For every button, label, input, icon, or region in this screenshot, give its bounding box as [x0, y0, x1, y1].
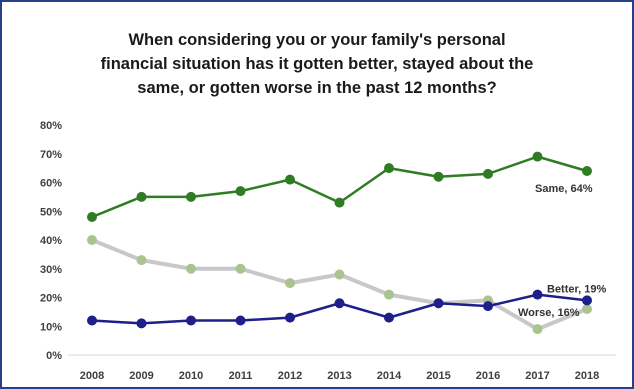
data-point-same [334, 197, 345, 208]
x-tick-label: 2013 [327, 370, 351, 382]
series-line-worse [90, 238, 589, 332]
data-point-better [532, 289, 543, 300]
data-point-same [532, 151, 543, 162]
y-tick-label: 20% [40, 293, 62, 305]
y-tick-label: 60% [40, 178, 62, 190]
data-point-better [384, 312, 394, 323]
data-point-worse [384, 289, 394, 300]
data-point-same [384, 163, 394, 174]
series-end-label-same: Same, 64% [535, 183, 593, 195]
data-point-worse [285, 278, 295, 289]
data-point-worse [235, 263, 246, 274]
y-tick-label: 80% [40, 120, 62, 132]
data-point-same [285, 174, 295, 185]
x-tick-label: 2017 [525, 370, 549, 382]
data-point-same [483, 168, 493, 179]
y-tick-label: 70% [40, 149, 62, 161]
data-point-worse [334, 269, 345, 280]
data-point-worse [582, 304, 592, 314]
data-point-worse [186, 263, 196, 274]
chart-title-line: financial situation has it gotten better… [100, 55, 534, 73]
chart-title: When considering you or your family's pe… [2, 28, 632, 100]
x-tick-label: 2015 [426, 370, 450, 382]
series-line-same [90, 155, 589, 219]
data-point-better [186, 315, 196, 326]
chart-title-line: same, or gotten worse in the past 12 mon… [137, 79, 497, 97]
data-point-better [87, 315, 97, 326]
x-tick-label: 2018 [575, 370, 599, 382]
y-tick-label: 10% [40, 321, 62, 333]
data-point-same [582, 166, 592, 176]
data-point-better [235, 315, 246, 326]
x-tick-label: 2009 [129, 370, 153, 382]
x-tick-label: 2010 [179, 370, 203, 382]
chart-title-line: When considering you or your family's pe… [128, 31, 506, 49]
data-point-worse [532, 324, 543, 335]
x-tick-label: 2014 [377, 370, 402, 382]
data-point-better [433, 298, 444, 309]
x-tick-label: 2012 [278, 370, 302, 382]
x-tick-label: 2008 [80, 370, 104, 382]
series-end-label-worse: Worse, 16% [518, 307, 580, 319]
data-point-same [136, 191, 147, 202]
data-point-worse [136, 255, 147, 266]
data-point-better [334, 298, 345, 309]
y-tick-label: 40% [40, 235, 62, 247]
x-tick-label: 2016 [476, 370, 500, 382]
y-tick-label: 50% [40, 206, 62, 218]
data-point-same [433, 171, 444, 182]
data-point-better [285, 312, 295, 323]
data-point-same [87, 212, 97, 222]
data-point-same [186, 191, 196, 202]
data-point-same [235, 186, 246, 197]
y-tick-label: 30% [40, 264, 62, 276]
data-point-worse [87, 235, 97, 245]
y-tick-label: 0% [46, 350, 62, 362]
data-point-better [483, 301, 493, 312]
x-tick-label: 2011 [229, 370, 253, 382]
data-point-better [582, 295, 592, 306]
series-end-label-better: Better, 19% [547, 283, 607, 295]
data-point-better [136, 318, 147, 329]
